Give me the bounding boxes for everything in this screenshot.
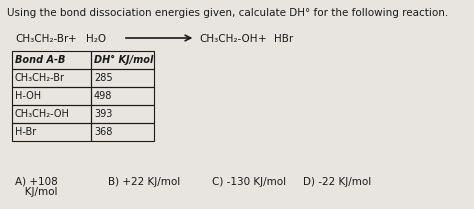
Bar [12,69,91,87]
Bar [91,51,154,69]
Text: B) +22 KJ/mol: B) +22 KJ/mol [108,177,180,187]
Text: 393: 393 [94,109,112,119]
Text: H-Br: H-Br [15,127,36,137]
Text: Using the bond dissociation energies given, calculate DH° for the following reac: Using the bond dissociation energies giv… [7,8,448,18]
Text: CH₃CH₂-OH: CH₃CH₂-OH [200,34,258,44]
Bar [91,87,154,105]
Text: H₂O: H₂O [86,34,106,44]
Text: DH° KJ/mol: DH° KJ/mol [94,55,153,65]
Bar [91,123,154,141]
Text: CH₃CH₂-Br: CH₃CH₂-Br [15,34,68,44]
Text: Bond A-B: Bond A-B [15,55,65,65]
Text: A) +108: A) +108 [15,177,58,187]
Text: H-OH: H-OH [15,91,41,101]
Text: CH₃CH₂-Br: CH₃CH₂-Br [15,73,65,83]
Text: KJ/mol: KJ/mol [15,187,57,197]
Text: +: + [68,34,77,44]
Text: 368: 368 [94,127,112,137]
Bar [91,105,154,123]
Bar [12,51,91,69]
Text: HBr: HBr [274,34,293,44]
Text: C) -130 KJ/mol: C) -130 KJ/mol [212,177,286,187]
Bar [12,105,91,123]
Bar [12,87,91,105]
Text: D) -22 KJ/mol: D) -22 KJ/mol [303,177,372,187]
Text: CH₃CH₂-OH: CH₃CH₂-OH [15,109,70,119]
Bar [12,123,91,141]
Text: 285: 285 [94,73,112,83]
Text: 498: 498 [94,91,112,101]
Text: +: + [257,34,266,44]
Bar [91,69,154,87]
